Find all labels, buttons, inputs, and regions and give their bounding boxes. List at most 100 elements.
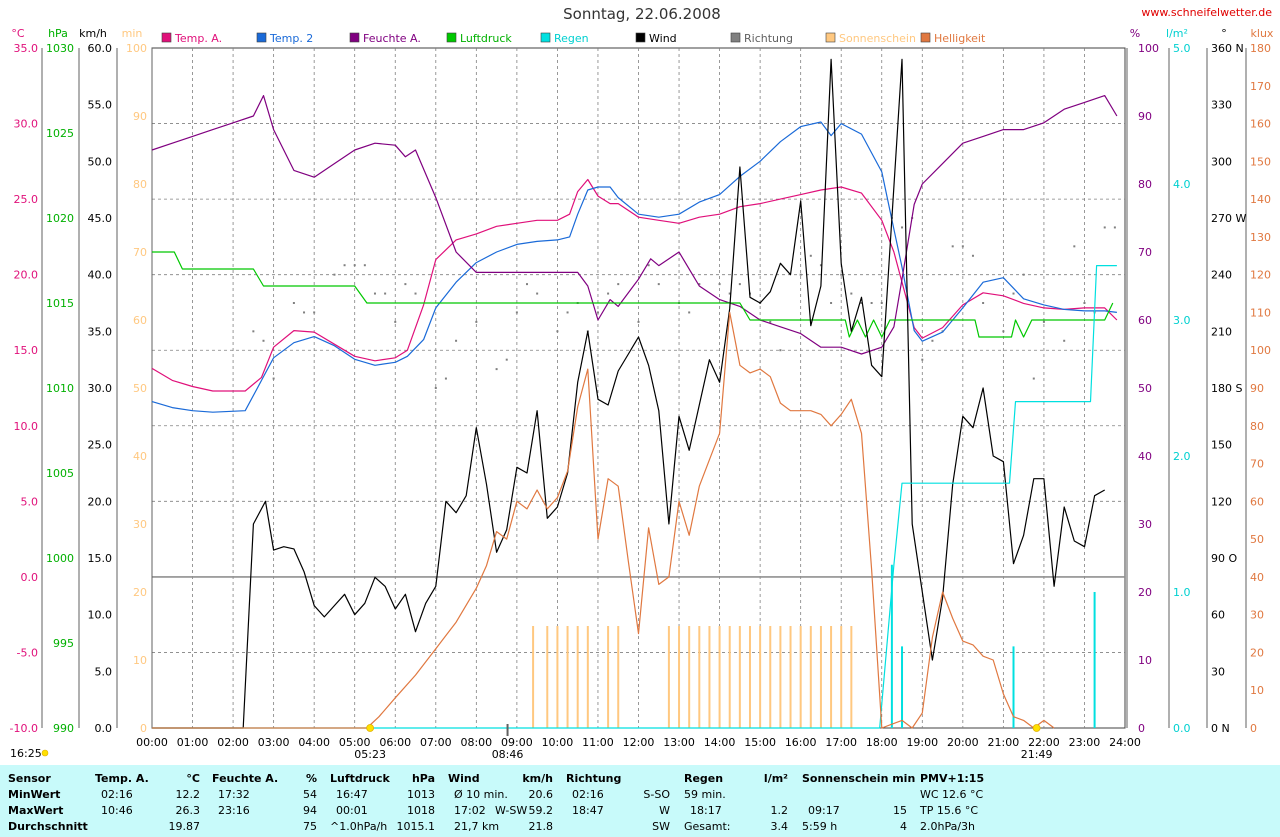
direction-point bbox=[637, 320, 640, 323]
direction-point bbox=[931, 339, 934, 342]
hum-min-val: 54 bbox=[303, 788, 317, 801]
direction-point bbox=[313, 311, 316, 314]
tick-wind: 15.0 bbox=[88, 552, 113, 565]
pmv-wc: WC 12.6 °C bbox=[920, 788, 984, 801]
direction-point bbox=[921, 358, 924, 361]
legend-label: Feuchte A. bbox=[363, 32, 421, 45]
wind-avg-val: 21.8 bbox=[528, 820, 554, 833]
wind-max-val: 59.2 bbox=[528, 804, 554, 817]
tick-temp: 35.0 bbox=[14, 42, 39, 55]
legend-swatch bbox=[920, 32, 931, 43]
direction-point bbox=[1042, 320, 1045, 323]
direction-point bbox=[1103, 226, 1106, 229]
tick-lux: 170 bbox=[1250, 80, 1271, 93]
direction-point bbox=[444, 377, 447, 380]
direction-point bbox=[373, 292, 376, 295]
direction-point bbox=[414, 292, 417, 295]
tick-direction: 270 W bbox=[1211, 212, 1246, 225]
tick-humidity: 100 bbox=[1138, 42, 1159, 55]
dir-max-time: 18:47 bbox=[572, 804, 604, 817]
direction-point bbox=[566, 311, 569, 314]
tick-time: 21:00 bbox=[988, 736, 1020, 749]
direction-point bbox=[617, 283, 620, 286]
temp-max-time: 10:46 bbox=[101, 804, 133, 817]
header-sensor: Sensor bbox=[8, 772, 51, 785]
direction-point bbox=[779, 349, 782, 352]
tick-rain: 2.0 bbox=[1173, 450, 1191, 463]
tick-humidity: 40 bbox=[1138, 450, 1152, 463]
temp-max-val: 26.3 bbox=[175, 804, 201, 817]
dir-avg-val: SW bbox=[652, 820, 670, 833]
direction-point bbox=[495, 368, 498, 371]
axis-unit-humidity: % bbox=[1130, 27, 1140, 40]
sun-max-val: 15 bbox=[893, 804, 907, 817]
tick-pressure: 1030 bbox=[46, 42, 74, 55]
tick-pressure: 1005 bbox=[46, 467, 74, 480]
legend-label: Temp. A. bbox=[174, 32, 222, 45]
direction-point bbox=[272, 377, 275, 380]
tick-time: 00:00 bbox=[136, 736, 168, 749]
direction-point bbox=[951, 245, 954, 248]
wind-min-label: Ø 10 min. bbox=[454, 788, 508, 801]
tick-temp: -10.0 bbox=[10, 722, 38, 735]
rain-max-time: 18:17 bbox=[690, 804, 722, 817]
tick-time: 10:00 bbox=[542, 736, 574, 749]
header-hum-unit: % bbox=[305, 772, 317, 785]
direction-point bbox=[718, 283, 721, 286]
press-max-time: 00:01 bbox=[336, 804, 368, 817]
tick-time: 07:00 bbox=[420, 736, 452, 749]
tick-wind: 60.0 bbox=[88, 42, 113, 55]
wind-min-val: 20.6 bbox=[528, 788, 554, 801]
tick-wind: 45.0 bbox=[88, 212, 113, 225]
legend-label: Sonnenschein bbox=[839, 32, 916, 45]
direction-point bbox=[870, 302, 873, 304]
hum-min-time: 17:32 bbox=[218, 788, 250, 801]
direction-point bbox=[607, 292, 610, 295]
axis-unit-wind: km/h bbox=[79, 27, 107, 40]
tick-lux: 90 bbox=[1250, 382, 1264, 395]
direction-point bbox=[1083, 302, 1086, 304]
header-press: Luftdruck bbox=[330, 772, 390, 785]
tick-sun: 50 bbox=[133, 382, 147, 395]
rain-max-val: 1.2 bbox=[770, 804, 789, 817]
tick-pressure: 1010 bbox=[46, 382, 74, 395]
tick-temp: 20.0 bbox=[14, 269, 39, 282]
press-trend: ^1.0hPa/h bbox=[330, 820, 388, 833]
tick-lux: 130 bbox=[1250, 231, 1271, 244]
direction-point bbox=[688, 311, 691, 314]
solar-noon-time: 08:46 bbox=[492, 748, 524, 761]
tick-pressure: 990 bbox=[53, 722, 74, 735]
direction-point bbox=[353, 264, 356, 267]
tick-rain: 1.0 bbox=[1173, 586, 1191, 599]
tick-direction: 330 bbox=[1211, 99, 1232, 112]
dir-max-val: W bbox=[659, 804, 670, 817]
tick-direction: 360 N bbox=[1211, 42, 1244, 55]
axis-unit-temp: °C bbox=[11, 27, 25, 40]
tick-time: 17:00 bbox=[825, 736, 857, 749]
tick-humidity: 50 bbox=[1138, 382, 1152, 395]
series-wind bbox=[152, 58, 1105, 729]
direction-point bbox=[738, 283, 741, 286]
tick-sun: 20 bbox=[133, 586, 147, 599]
tick-sun: 0 bbox=[140, 722, 147, 735]
tick-wind: 0.0 bbox=[95, 722, 113, 735]
tick-direction: 210 bbox=[1211, 325, 1232, 338]
axis-unit-lux: klux bbox=[1251, 27, 1274, 40]
tick-lux: 100 bbox=[1250, 344, 1271, 357]
tick-time: 13:00 bbox=[663, 736, 695, 749]
press-min-time: 16:47 bbox=[336, 788, 368, 801]
legend-swatch bbox=[635, 32, 646, 43]
tick-lux: 50 bbox=[1250, 533, 1264, 546]
dir-min-val: S-SO bbox=[643, 788, 670, 801]
tick-wind: 5.0 bbox=[95, 665, 113, 678]
tick-lux: 140 bbox=[1250, 193, 1271, 206]
tick-wind: 35.0 bbox=[88, 325, 113, 338]
weather-chart: Sonntag, 22.06.2008 www.schneifelwetter.d… bbox=[10, 5, 1274, 761]
legend-swatch bbox=[256, 32, 267, 43]
row-min-label: MinWert bbox=[8, 788, 61, 801]
tick-lux: 0 bbox=[1250, 722, 1257, 735]
direction-point bbox=[384, 292, 387, 295]
tick-lux: 20 bbox=[1250, 646, 1264, 659]
tick-sun: 60 bbox=[133, 314, 147, 327]
tick-rain: 0.0 bbox=[1173, 722, 1191, 735]
